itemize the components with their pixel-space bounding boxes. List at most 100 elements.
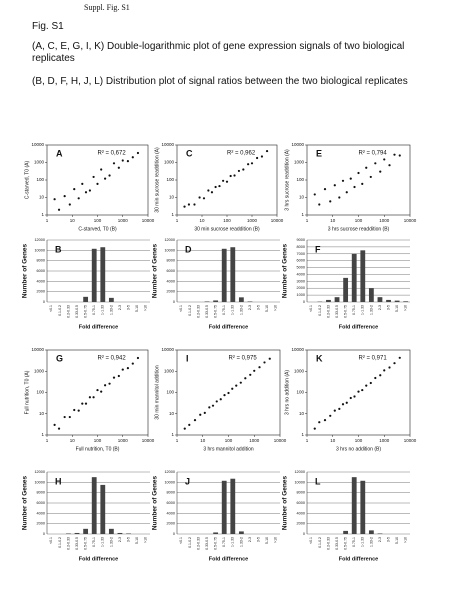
- data-point: [383, 369, 386, 372]
- y-tick-label: 6000: [37, 501, 45, 505]
- data-point: [84, 402, 88, 405]
- bar: [108, 528, 114, 534]
- panel-letter: K: [316, 353, 323, 363]
- data-point: [121, 368, 124, 371]
- y-tick-label: 0: [303, 532, 305, 536]
- x-tick-label: 1000: [379, 218, 390, 223]
- y-tick-label: 1000: [164, 160, 175, 165]
- x-tick-label: <0.1: [179, 537, 183, 544]
- x-tick-label: 10: [200, 438, 206, 443]
- x-tick-label: 0.2-0.33: [326, 305, 330, 318]
- data-point: [341, 179, 345, 182]
- bar: [74, 532, 80, 534]
- data-point: [398, 154, 401, 157]
- y-tick-label: 100: [36, 177, 44, 182]
- bar: [117, 532, 123, 534]
- y-tick-label: 10000: [34, 480, 45, 484]
- x-tick-label: 1.33-2: [369, 305, 373, 315]
- data-point: [333, 409, 336, 412]
- x-tick-label: <0.1: [49, 305, 53, 312]
- data-point: [63, 415, 66, 419]
- x-tick-label: 1000: [118, 218, 129, 223]
- y-tick-label: 10000: [161, 347, 174, 352]
- data-point: [193, 419, 197, 422]
- data-point: [136, 356, 140, 360]
- y-tick-label: 6000: [297, 259, 305, 263]
- x-tick-label: >10: [404, 537, 408, 543]
- y-tick-label: 10: [169, 195, 175, 200]
- y-tick-label: 0: [173, 532, 175, 536]
- x-axis-label: Full nutrition, T0 (B): [76, 446, 120, 452]
- x-tick-label: 1000: [249, 438, 260, 443]
- data-point: [187, 203, 191, 206]
- data-point: [345, 191, 348, 194]
- bar: [221, 248, 227, 302]
- x-tick-label: >10: [274, 305, 278, 311]
- bar: [360, 250, 366, 302]
- bar: [360, 480, 366, 534]
- data-point: [338, 407, 341, 410]
- y-tick-label: 10000: [34, 248, 45, 252]
- x-tick-label: 3-5: [256, 537, 260, 542]
- bar: [377, 297, 383, 302]
- data-point: [393, 362, 396, 365]
- data-point: [265, 149, 269, 153]
- data-point: [323, 188, 327, 191]
- x-axis-label: Fold difference: [79, 324, 118, 330]
- x-tick-label: 0.2-0.33: [196, 537, 200, 550]
- r-squared: R² = 0,975: [229, 356, 258, 362]
- bar: [100, 484, 106, 534]
- y-tick-label: 4000: [37, 279, 45, 283]
- panel-letter: J: [185, 476, 190, 486]
- y-axis-label: C-starved, T0 (A): [24, 161, 30, 200]
- y-tick-label: 1000: [34, 160, 45, 165]
- bar: [334, 297, 340, 302]
- data-point: [233, 174, 236, 177]
- data-point: [77, 197, 80, 200]
- y-tick-label: 12000: [294, 470, 305, 474]
- x-tick-label: 100: [223, 218, 231, 223]
- y-tick-label: 0: [43, 300, 45, 304]
- y-tick-label: 4000: [297, 272, 305, 276]
- data-point: [318, 421, 321, 424]
- x-tick-label: 3-5: [386, 537, 390, 542]
- x-tick-label: 10000: [404, 218, 417, 223]
- y-tick-label: 4000: [297, 511, 305, 515]
- panel-letter: G: [56, 353, 63, 363]
- panel-letter: B: [55, 244, 62, 254]
- bar: [403, 301, 409, 302]
- y-tick-label: 2000: [167, 290, 175, 294]
- x-tick-label: 5-10: [265, 537, 269, 544]
- x-tick-label: 0.75-1: [92, 305, 96, 315]
- data-point: [84, 191, 88, 194]
- y-tick-label: 12000: [34, 470, 45, 474]
- data-point: [338, 196, 341, 199]
- panel-letter: L: [315, 476, 321, 486]
- x-axis-label: C-starved, T0 (B): [78, 226, 117, 232]
- x-tick-label: 1000: [247, 218, 258, 223]
- x-tick-label: 10: [330, 438, 336, 443]
- y-tick-label: 2000: [37, 290, 45, 294]
- data-point: [242, 168, 245, 171]
- y-tick-label: 8000: [297, 245, 305, 249]
- y-tick-label: 10: [39, 411, 45, 416]
- x-tick-label: 10: [70, 438, 76, 443]
- x-tick-label: 0.1-0.2: [188, 305, 192, 316]
- x-tick-label: 10: [199, 218, 205, 223]
- data-point: [77, 409, 80, 412]
- y-axis-label: Number of Genes: [22, 244, 29, 299]
- data-point: [393, 153, 396, 156]
- supplement-label: Suppl. Fig. S1: [84, 3, 130, 12]
- data-point: [193, 203, 196, 206]
- x-tick-label: >10: [274, 537, 278, 543]
- y-axis-label: Full nutrition, T0 (A): [24, 370, 30, 414]
- y-tick-label: 1: [301, 212, 304, 217]
- caption: (A, C, E, G, I, K) Double-logarithmic pl…: [32, 41, 405, 64]
- y-axis-label: Number of Genes: [282, 244, 289, 299]
- x-tick-label: 0.1-0.2: [58, 537, 62, 548]
- data-point: [318, 203, 321, 206]
- x-tick-label: 3-5: [126, 537, 130, 542]
- panel-letter: D: [185, 244, 192, 254]
- data-point: [268, 357, 271, 360]
- data-point: [199, 413, 202, 416]
